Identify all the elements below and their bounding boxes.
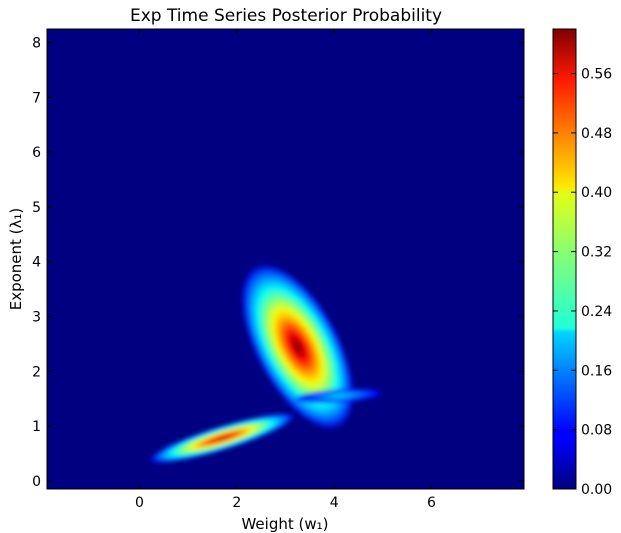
colorbar-ticks: 0.00 0.08 0.16 0.24 0.32 0.40 0.48 0.56	[553, 67, 612, 498]
colorbar-tick-label: 0.32	[581, 245, 612, 261]
y-tick-label: 2	[32, 364, 41, 380]
y-tick-label: 8	[32, 36, 41, 52]
y-tick-label: 6	[32, 145, 41, 161]
plot-area	[46, 28, 525, 490]
colorbar-tick-label: 0.48	[581, 126, 612, 142]
density-contour	[336, 395, 342, 397]
x-tick-label: 4	[330, 495, 339, 511]
colorbar-tick-label: 0.16	[581, 363, 612, 379]
y-tick-label: 3	[32, 310, 41, 326]
y-tick-label: 0	[32, 474, 41, 490]
colorbar-gradient	[552, 28, 577, 490]
x-axis: 0 2 4 6	[135, 29, 436, 511]
y-tick-label: 1	[32, 419, 41, 435]
density-contour	[218, 436, 227, 440]
x-tick-label: 0	[135, 495, 144, 511]
plot-frame	[46, 28, 525, 490]
y-tick-label: 7	[32, 90, 41, 106]
chart-title: Exp Time Series Posterior Probability	[130, 6, 442, 26]
heatmap-density	[149, 264, 383, 463]
y-axis-label: Exponent (λ₁)	[7, 208, 25, 311]
colorbar-tick-label: 0.40	[581, 185, 612, 201]
x-tick-label: 2	[232, 495, 241, 511]
colorbar-tick-label: 0.00	[581, 482, 612, 498]
y-tick-label: 4	[32, 255, 41, 271]
colorbar-tick-label: 0.08	[581, 423, 612, 439]
colorbar: 0.00 0.08 0.16 0.24 0.32 0.40 0.48 0.56	[552, 28, 612, 498]
y-tick-label: 5	[32, 200, 41, 216]
y-axis: 0 1 2 3 4 5 6 7 8	[32, 36, 524, 490]
density-contour	[294, 342, 301, 352]
heatmap-background	[47, 29, 524, 489]
colorbar-tick-label: 0.56	[581, 67, 612, 83]
x-tick-label: 6	[427, 495, 436, 511]
colorbar-tick-label: 0.24	[581, 304, 612, 320]
x-axis-label: Weight (w₁)	[241, 515, 328, 533]
